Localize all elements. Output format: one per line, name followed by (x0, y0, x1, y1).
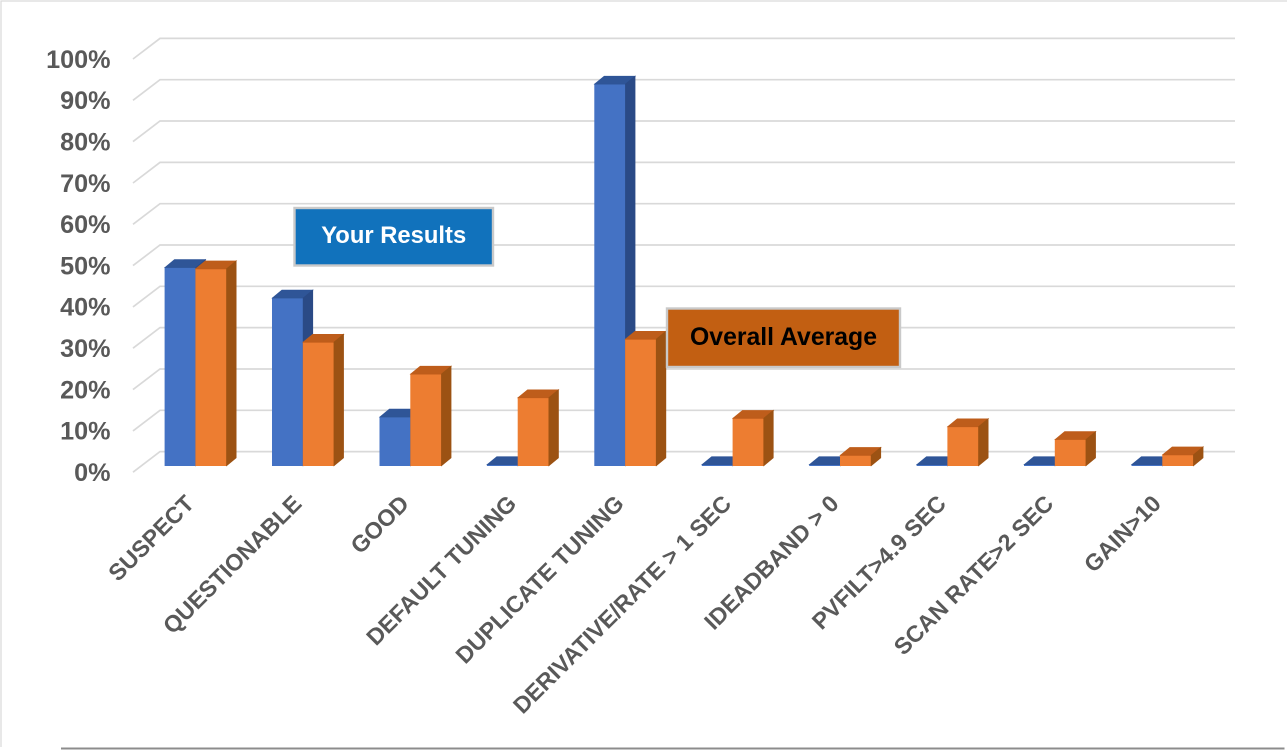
svg-text:30%: 30% (60, 335, 110, 363)
svg-text:70%: 70% (60, 170, 110, 198)
svg-text:Overall Average: Overall Average (690, 324, 877, 351)
svg-text:90%: 90% (60, 87, 110, 115)
svg-text:10%: 10% (60, 418, 110, 446)
svg-text:60%: 60% (60, 211, 110, 239)
svg-text:80%: 80% (60, 128, 110, 156)
svg-text:100%: 100% (46, 46, 110, 74)
svg-text:50%: 50% (60, 252, 110, 280)
svg-text:20%: 20% (60, 376, 110, 404)
svg-text:Your Results: Your Results (321, 222, 466, 249)
svg-text:0%: 0% (74, 459, 110, 487)
svg-text:40%: 40% (60, 294, 110, 322)
